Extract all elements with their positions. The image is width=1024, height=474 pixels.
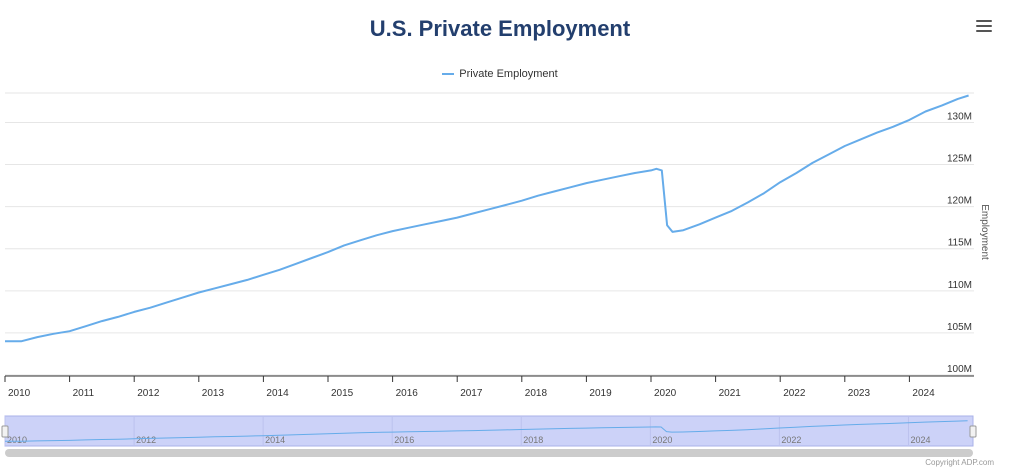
navigator-right-handle[interactable] — [969, 425, 977, 438]
navigator-tick-label: 2018 — [523, 435, 543, 445]
x-tick-label: 2023 — [848, 388, 871, 399]
chart-title: U.S. Private Employment — [369, 16, 631, 41]
navigator-tick-label: 2012 — [136, 435, 156, 445]
hamburger-menu-icon[interactable] — [976, 20, 992, 34]
navigator-series-line — [5, 420, 968, 442]
navigator-tick-label: 2014 — [265, 435, 285, 445]
copyright-text: Copyright ADP.com — [925, 458, 994, 467]
y-tick-label: 100M — [947, 364, 972, 375]
navigator-tick-label: 2010 — [7, 435, 27, 445]
legend-item-private-employment[interactable]: Private Employment — [442, 68, 558, 80]
x-tick-label: 2024 — [912, 388, 935, 399]
x-tick-label: 2022 — [783, 388, 806, 399]
x-tick-label: 2015 — [331, 388, 354, 399]
navigator-tick-label: 2024 — [910, 435, 930, 445]
x-tick-label: 2021 — [719, 388, 742, 399]
y-tick-label: 130M — [947, 111, 972, 122]
y-tick-label: 115M — [948, 238, 972, 249]
legend: Private Employment — [0, 66, 1000, 80]
x-tick-label: 2010 — [8, 388, 31, 399]
y-tick-label: 125M — [947, 154, 972, 165]
navigator-tick-label: 2016 — [394, 435, 414, 445]
x-tick-label: 2020 — [654, 388, 677, 399]
x-tick-label: 2014 — [266, 388, 289, 399]
y-tick-label: 110M — [948, 280, 972, 291]
x-tick-label: 2017 — [460, 388, 483, 399]
navigator-left-handle[interactable] — [1, 425, 9, 438]
x-tick-label: 2011 — [73, 388, 95, 399]
y-tick-label: 105M — [947, 322, 972, 333]
navigator-tick-label: 2020 — [652, 435, 672, 445]
scrollbar[interactable] — [5, 449, 973, 457]
x-tick-label: 2019 — [589, 388, 612, 399]
legend-line-icon — [442, 73, 455, 75]
series-line-private-employment — [5, 94, 969, 343]
x-tick-label: 2012 — [137, 388, 160, 399]
navigator-tick-label: 2022 — [781, 435, 801, 445]
y-tick-label: 120M — [947, 196, 972, 207]
x-tick-label: 2018 — [525, 388, 548, 399]
x-tick-label: 2013 — [202, 388, 225, 399]
y-axis-title: Employment — [979, 204, 990, 260]
x-tick-label: 2016 — [396, 388, 419, 399]
legend-label: Private Employment — [459, 68, 558, 80]
